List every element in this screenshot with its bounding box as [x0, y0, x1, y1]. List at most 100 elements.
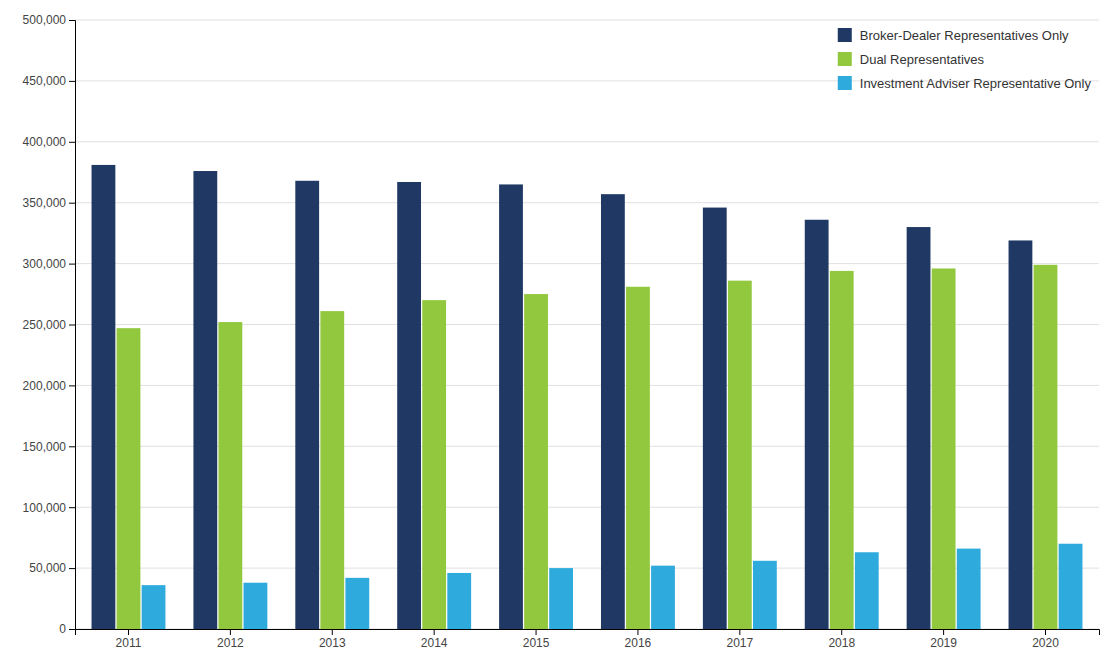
legend-label: Broker-Dealer Representatives Only — [860, 28, 1069, 43]
axis-line — [76, 630, 1100, 636]
bar — [524, 294, 548, 629]
bar — [422, 300, 446, 629]
tick: 500,000 — [23, 13, 75, 27]
tick-label: 250,000 — [23, 318, 67, 332]
grid-line — [75, 202, 1099, 203]
tick-label: 300,000 — [23, 257, 67, 271]
legend-item: Investment Adviser Representative Only — [838, 76, 1092, 91]
tick-mark — [637, 629, 638, 635]
tick: 50,000 — [29, 561, 75, 575]
tick-mark — [69, 20, 75, 21]
tick-mark — [536, 629, 537, 635]
tick-label: 2011 — [116, 636, 142, 650]
bar — [549, 568, 573, 629]
legend-label: Investment Adviser Representative Only — [860, 76, 1092, 91]
legend: Broker-Dealer Representatives Only Dual R… — [838, 28, 1092, 91]
bar — [830, 271, 854, 629]
tick-mark — [69, 507, 75, 508]
bar — [193, 171, 217, 629]
tick-mark — [739, 629, 740, 635]
tick: 150,000 — [23, 440, 75, 454]
x-axis: 2011 2012 2013 2014 2015 2016 2017 2018 2019 2020 — [76, 629, 1100, 650]
tick: 100,000 — [23, 501, 75, 515]
tick-label: 2016 — [625, 636, 652, 650]
tick-label: 2020 — [1032, 636, 1059, 650]
bar — [295, 181, 319, 629]
tick: 300,000 — [23, 257, 75, 271]
bar — [957, 549, 981, 629]
tick-label: 2017 — [726, 636, 753, 650]
tick-label: 450,000 — [23, 74, 67, 88]
bar — [244, 583, 268, 629]
tick-label: 500,000 — [23, 13, 67, 27]
tick-label: 2018 — [828, 636, 855, 650]
bar — [855, 552, 879, 629]
bar — [345, 578, 369, 629]
bar — [499, 184, 523, 629]
series — [142, 544, 1083, 629]
tick: 450,000 — [23, 74, 75, 88]
bar — [703, 208, 727, 629]
tick-mark — [943, 629, 944, 635]
tick-mark — [69, 568, 75, 569]
tick-mark — [128, 629, 129, 635]
bar — [907, 227, 931, 629]
bar — [447, 573, 471, 629]
tick-mark — [69, 81, 75, 82]
tick-mark — [69, 629, 75, 630]
chart: 050,000100,000150,000200,000250,000300,0… — [0, 0, 1119, 669]
series — [92, 165, 1033, 629]
tick-label: 350,000 — [23, 196, 67, 210]
bar — [626, 287, 650, 629]
tick-label: 400,000 — [23, 135, 67, 149]
axis-line — [69, 21, 76, 630]
tick-mark — [69, 264, 75, 265]
tick: 2019 — [930, 629, 957, 650]
legend-label: Dual Representatives — [860, 52, 985, 67]
tick-mark — [332, 629, 333, 635]
grid — [75, 20, 1099, 629]
tick-mark — [434, 629, 435, 635]
tick: 200,000 — [23, 379, 75, 393]
legend-item: Broker-Dealer Representatives Only — [838, 28, 1069, 43]
tick-label: 100,000 — [23, 501, 67, 515]
bar — [320, 311, 344, 629]
grid-line — [75, 20, 1099, 21]
tick: 400,000 — [23, 135, 75, 149]
bar — [1034, 265, 1058, 629]
series — [117, 265, 1058, 629]
legend-item: Dual Representatives — [838, 52, 985, 67]
tick-mark — [230, 629, 231, 635]
tick-label: 50,000 — [29, 561, 66, 575]
bar — [601, 194, 625, 629]
bar — [805, 220, 829, 629]
bar — [728, 281, 752, 629]
bar — [1009, 240, 1033, 629]
tick-label: 2013 — [319, 636, 346, 650]
grid-line — [75, 141, 1099, 142]
tick-label: 2014 — [421, 636, 448, 650]
grid-line — [75, 263, 1099, 264]
tick: 2011 — [116, 629, 142, 650]
y-axis: 050,000100,000150,000200,000250,000300,0… — [23, 13, 76, 636]
plot: 050,000100,000150,000200,000250,000300,0… — [23, 13, 1100, 649]
tick-mark — [69, 203, 75, 204]
bar — [932, 268, 956, 629]
tick-mark — [69, 446, 75, 447]
tick-mark — [69, 325, 75, 326]
bar — [397, 182, 421, 629]
tick-mark — [1045, 629, 1046, 635]
bar — [753, 561, 777, 629]
tick-label: 2015 — [523, 636, 550, 650]
tick: 350,000 — [23, 196, 75, 210]
tick: 2013 — [319, 629, 346, 650]
bar — [117, 328, 141, 629]
tick-label: 200,000 — [23, 379, 67, 393]
tick: 250,000 — [23, 318, 75, 332]
tick: 2015 — [523, 629, 550, 650]
bar — [1059, 544, 1083, 629]
tick-mark — [841, 629, 842, 635]
bars — [92, 165, 1083, 629]
tick-mark — [69, 142, 75, 143]
tick: 2012 — [217, 629, 244, 650]
